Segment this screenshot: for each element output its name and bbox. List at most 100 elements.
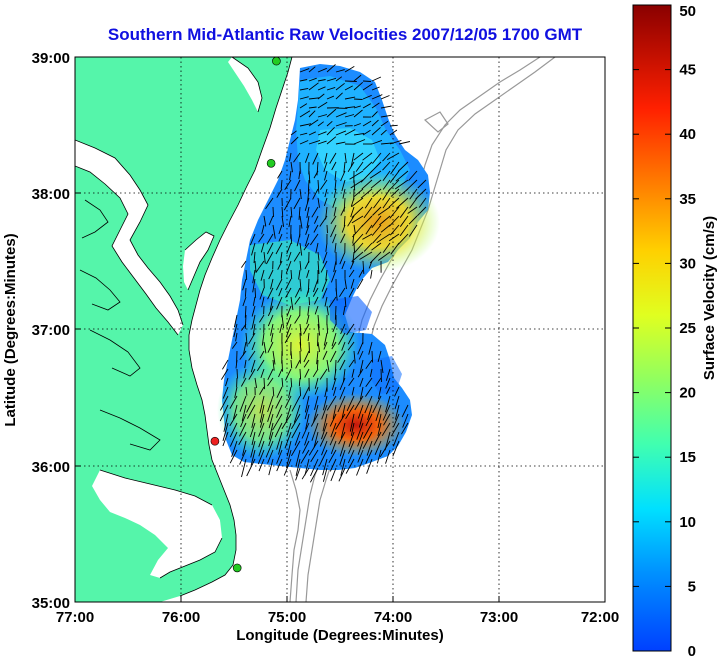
- velocity-vector: [259, 386, 265, 395]
- velocity-vector: [275, 395, 283, 409]
- velocity-vector: [311, 422, 319, 441]
- velocity-vector: [341, 260, 346, 270]
- velocity-vector: [388, 197, 400, 208]
- velocity-vector: [350, 422, 355, 436]
- velocity-vector: [357, 440, 364, 455]
- velocity-vector: [232, 404, 238, 420]
- velocity-vector: [294, 287, 301, 298]
- velocity-vector: [245, 332, 248, 347]
- velocity-vector: [366, 458, 373, 474]
- velocity-vector: [347, 332, 355, 345]
- velocity-vector: [349, 260, 355, 270]
- velocity-vector: [334, 170, 337, 181]
- velocity-vector: [242, 296, 247, 307]
- velocity-vector: [385, 377, 391, 389]
- velocity-vector: [261, 332, 265, 346]
- velocity-vector: [346, 323, 355, 336]
- velocity-vector: [322, 251, 328, 264]
- velocity-vector: [240, 377, 247, 387]
- velocity-vector: [394, 404, 400, 420]
- velocity-vector: [326, 395, 337, 411]
- velocity-vector: [372, 233, 382, 244]
- velocity-vector: [301, 422, 310, 439]
- albemarle-pamlico-sound: [92, 470, 222, 578]
- velocity-vector: [408, 224, 418, 237]
- velocity-vector: [290, 130, 297, 136]
- velocity-vector: [382, 179, 391, 190]
- velocity-vector: [311, 206, 319, 218]
- velocity-vector: [299, 323, 302, 336]
- colorbar: [632, 4, 672, 652]
- velocity-vector: [258, 431, 265, 448]
- velocity-vector: [393, 413, 400, 427]
- radar-station-marker: [272, 57, 281, 66]
- velocity-vector: [299, 103, 308, 109]
- velocity-vector: [377, 350, 382, 363]
- velocity-vector: [258, 233, 265, 243]
- velocity-vector: [293, 197, 301, 210]
- velocity-vector: [285, 278, 292, 291]
- velocity-vector: [276, 188, 283, 198]
- velocity-vector: [308, 170, 311, 184]
- velocity-vector: [270, 332, 274, 343]
- velocity-vector: [269, 296, 274, 311]
- velocity-vector: [270, 278, 274, 290]
- velocity-vector: [344, 85, 353, 91]
- velocity-vector: [279, 323, 283, 334]
- velocity-vector: [330, 269, 337, 283]
- velocity-vector: [362, 129, 371, 136]
- velocity-vector: [357, 404, 364, 419]
- velocity-vector: [317, 179, 320, 193]
- velocity-vector: [251, 242, 256, 256]
- velocity-vector: [341, 224, 346, 233]
- velocity-vector: [317, 140, 327, 145]
- velocity-vector: [281, 215, 285, 227]
- velocity-vector: [390, 161, 400, 175]
- velocity-vector: [290, 296, 294, 310]
- velocity-vector: [267, 314, 274, 327]
- velocity-vector: [376, 449, 382, 464]
- velocity-vector: [255, 260, 265, 273]
- velocity-vector: [305, 224, 310, 235]
- velocity-vector: [250, 440, 256, 458]
- velocity-vector: [315, 242, 319, 254]
- velocity-vector: [317, 121, 324, 127]
- velocity-vector: [308, 106, 317, 109]
- velocity-vector: [307, 332, 310, 342]
- velocity-vector: [306, 269, 310, 278]
- velocity-vector: [344, 129, 356, 136]
- velocity-vector: [257, 449, 265, 465]
- velocity-vector: [306, 287, 310, 297]
- velocity-vector: [302, 386, 310, 400]
- velocity-vector: [276, 431, 283, 450]
- velocity-vector: [339, 449, 346, 466]
- velocity-vector: [221, 368, 229, 380]
- velocity-vector: [356, 278, 364, 290]
- velocity-vector: [290, 161, 293, 173]
- velocity-vector: [308, 341, 310, 354]
- velocity-vector: [313, 431, 319, 448]
- velocity-vector: [291, 440, 301, 457]
- velocity-vector: [418, 197, 427, 208]
- velocity-vector: [335, 141, 346, 145]
- velocity-vector: [335, 413, 346, 430]
- velocity-vector: [397, 233, 409, 245]
- colorbar-label: Surface Velocity (cm/s): [701, 216, 718, 380]
- velocity-vector: [229, 449, 238, 464]
- velocity-vector: [306, 314, 310, 325]
- velocity-vector: [222, 386, 229, 399]
- velocity-vector: [365, 449, 373, 464]
- velocity-vector: [261, 224, 265, 235]
- velocity-vector: [268, 431, 274, 447]
- lon-tick-label: 75:00: [268, 609, 306, 626]
- velocity-vector: [338, 332, 346, 345]
- velocity-vector: [328, 449, 337, 464]
- velocity-vector: [251, 314, 256, 329]
- velocity-vector: [401, 422, 409, 435]
- velocity-vector: [371, 127, 381, 136]
- velocity-vector: [389, 224, 400, 236]
- velocity-vector: [289, 152, 292, 162]
- velocity-vector: [355, 161, 364, 172]
- velocity-vector: [397, 161, 409, 172]
- velocity-vector: [318, 449, 328, 467]
